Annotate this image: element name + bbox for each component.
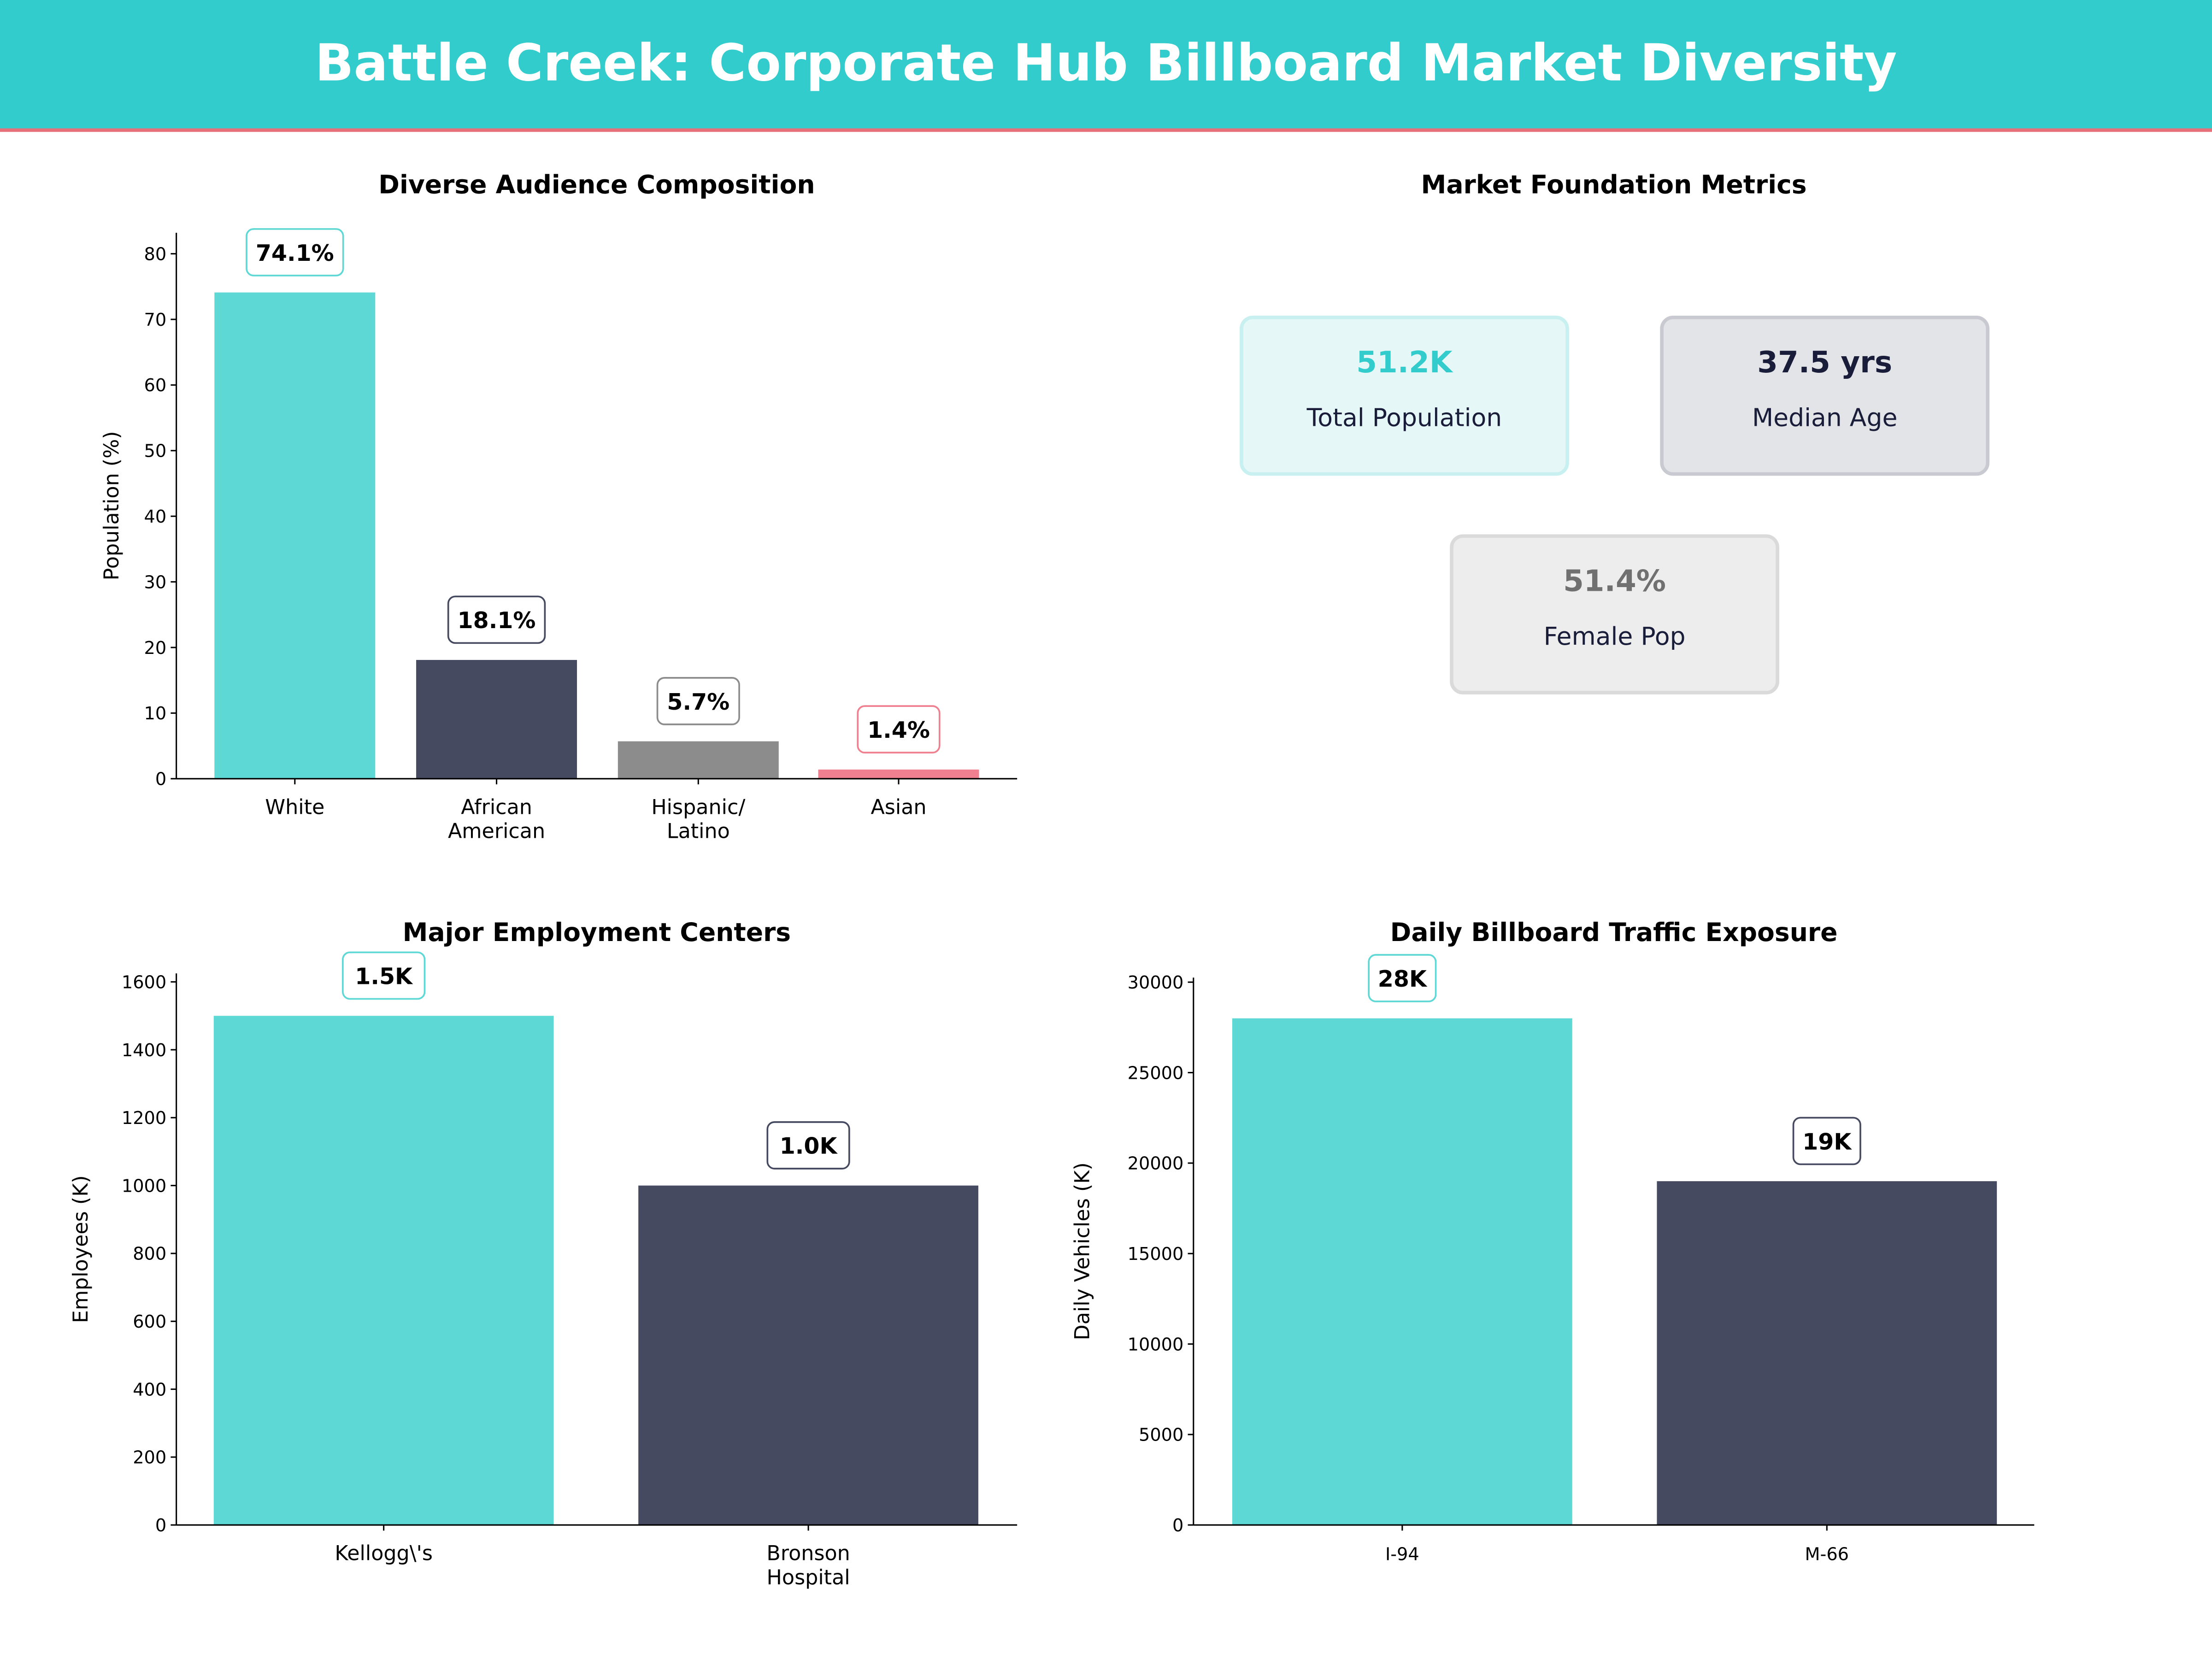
y-tick-label: 800 — [133, 1244, 166, 1265]
bar — [416, 660, 577, 779]
data-label: 1.5K — [355, 963, 413, 989]
metric-card: 51.2K Total Population — [1240, 315, 1569, 476]
x-tick-label: M-66 — [1805, 1544, 1849, 1565]
data-label: 74.1% — [256, 240, 334, 266]
metric-card: 37.5 yrs Median Age — [1660, 315, 1990, 476]
x-tick-label: White — [265, 795, 324, 819]
data-label: 19K — [1802, 1129, 1852, 1155]
y-tick-label: 50 — [144, 441, 167, 462]
y-tick-label: 80 — [144, 244, 167, 265]
header-banner — [0, 0, 2212, 130]
data-label-box — [447, 595, 546, 644]
metric-value: 37.5 yrs — [1757, 345, 1892, 380]
y-tick-label: 10000 — [1128, 1334, 1184, 1355]
page-title: Battle Creek: Corporate Hub Billboard Ma… — [315, 33, 1897, 92]
metric-value: 51.2K — [1356, 345, 1453, 380]
data-label-box — [1792, 1117, 1861, 1165]
bar — [638, 1185, 978, 1525]
chart-title: Daily Billboard Traffic Exposure — [1390, 918, 1838, 947]
y-tick-label: 15000 — [1128, 1244, 1184, 1265]
chart-title: Diverse Audience Composition — [378, 170, 815, 199]
data-label: 18.1% — [458, 607, 536, 634]
y-tick-label: 0 — [155, 1515, 166, 1536]
y-tick-label: 20 — [144, 638, 167, 659]
y-tick-label: 10 — [144, 703, 167, 724]
y-tick-label: 200 — [133, 1447, 166, 1468]
metric-label: Median Age — [1752, 403, 1897, 432]
x-tick-label: Kellogg\'s — [335, 1542, 433, 1565]
bar-chart: Major Employment Centers Employees (K) 1.5… — [69, 918, 1018, 1589]
y-tick-label: 20000 — [1128, 1153, 1184, 1174]
x-tick-label: African American — [448, 795, 545, 843]
metric-card-bg — [1240, 315, 1569, 476]
data-label: 5.7% — [667, 689, 729, 715]
metric-cards: 51.2K Total Population 37.5 yrs Median Age 5… — [1240, 315, 1990, 694]
y-tick-label: 60 — [144, 375, 167, 396]
data-label-box — [1368, 954, 1437, 1002]
y-tick-label: 25000 — [1128, 1063, 1184, 1083]
y-tick-label: 1200 — [122, 1108, 166, 1129]
y-tick-label: 400 — [133, 1379, 166, 1400]
bar-chart: Daily Billboard Traffic Exposure Daily Ve… — [1071, 918, 2035, 1565]
metrics-title: Market Foundation Metrics — [1421, 170, 1807, 199]
charts: Diverse Audience Composition Population (… — [69, 170, 2035, 1589]
y-tick-label: 40 — [144, 506, 167, 527]
y-axis-label: Employees (K) — [69, 1175, 93, 1323]
bar — [214, 292, 376, 779]
bar — [1232, 1018, 1572, 1525]
y-tick-label: 0 — [1172, 1515, 1183, 1536]
y-tick-label: 30 — [144, 572, 167, 593]
bar-chart: Diverse Audience Composition Population (… — [100, 170, 1018, 843]
y-tick-label: 5000 — [1139, 1425, 1183, 1446]
y-axis-label: Population (%) — [100, 431, 124, 580]
data-label-box — [656, 677, 740, 725]
y-tick-label: 1400 — [122, 1040, 166, 1061]
bar — [213, 1016, 554, 1525]
x-tick-label: Bronson Hospital — [766, 1542, 850, 1589]
data-label: 1.0K — [780, 1133, 838, 1159]
bar — [618, 741, 779, 779]
y-tick-label: 70 — [144, 310, 167, 330]
chart-title: Major Employment Centers — [403, 918, 791, 947]
data-label-box — [857, 705, 941, 753]
x-tick-label: I-94 — [1385, 1544, 1419, 1565]
metric-label: Female Pop — [1544, 622, 1686, 651]
x-tick-label: Hispanic/Latino — [651, 795, 745, 843]
y-tick-label: 30000 — [1128, 972, 1184, 993]
y-tick-label: 600 — [133, 1312, 166, 1332]
metric-card-bg — [1450, 534, 1779, 694]
bar — [1657, 1181, 1997, 1525]
y-tick-label: 1600 — [122, 972, 166, 993]
metric-card-bg — [1660, 315, 1990, 476]
header-rule — [0, 128, 2212, 132]
metric-card: 51.4% Female Pop — [1450, 534, 1779, 694]
y-tick-label: 0 — [155, 769, 166, 790]
metric-value: 51.4% — [1563, 564, 1666, 599]
data-label-box — [766, 1121, 850, 1170]
x-tick-label: Asian — [871, 795, 926, 819]
metric-label: Total Population — [1306, 403, 1502, 432]
data-label-box — [246, 228, 344, 276]
y-axis-label: Daily Vehicles (K) — [1071, 1162, 1094, 1340]
data-label: 28K — [1378, 966, 1428, 992]
data-label: 1.4% — [867, 717, 930, 743]
y-tick-label: 1000 — [122, 1176, 166, 1196]
bar — [818, 769, 979, 779]
data-label-box — [342, 951, 426, 1000]
